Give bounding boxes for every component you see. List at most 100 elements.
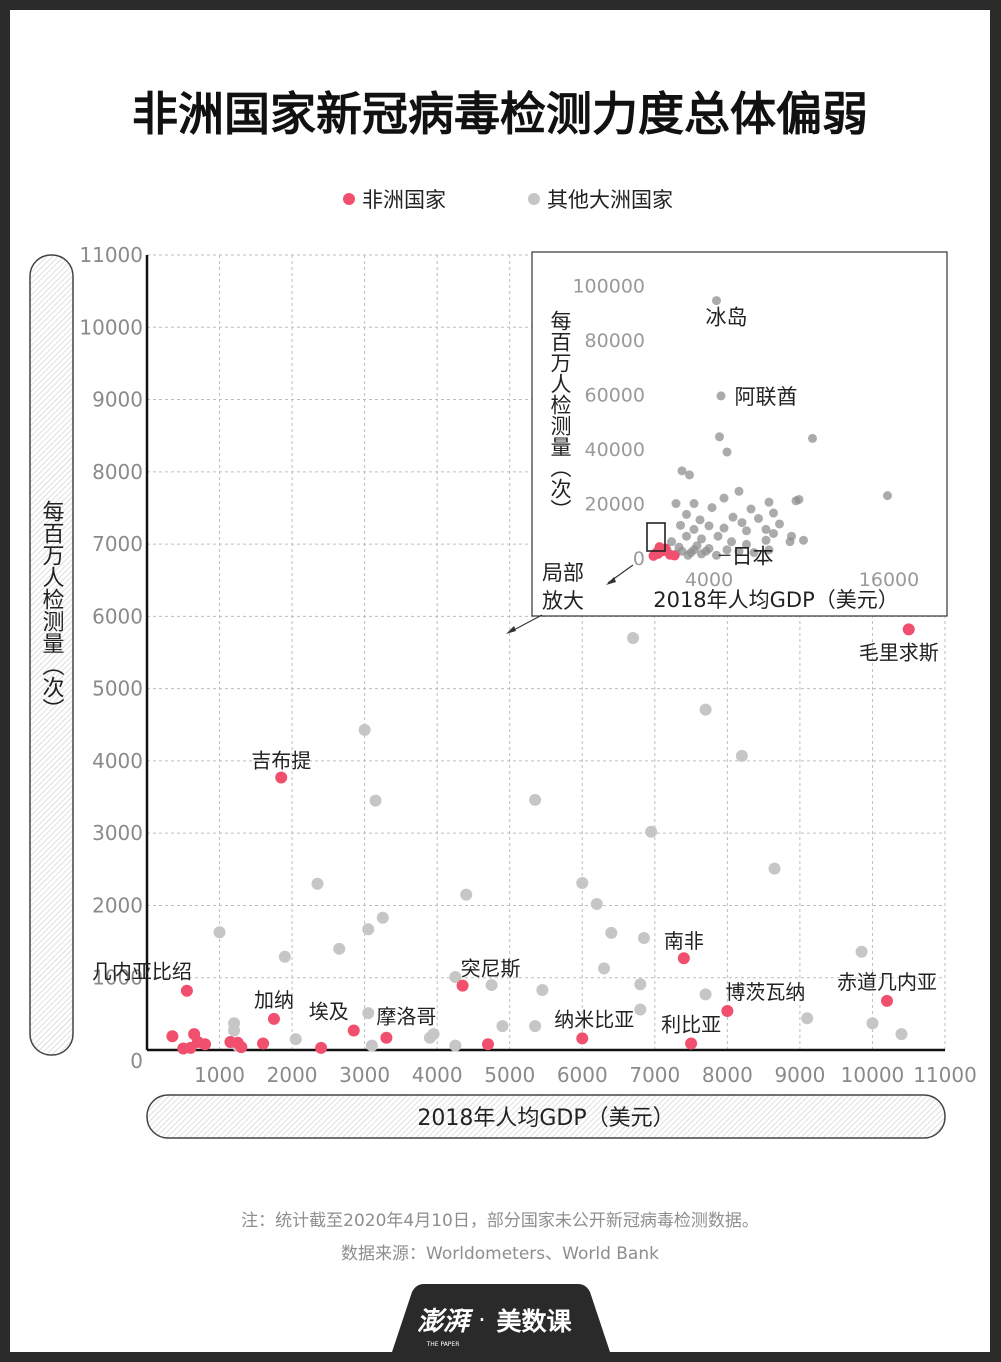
inset-other-point: [719, 523, 729, 533]
africa-point: [235, 1041, 248, 1054]
inset-chart: 每百万人检测量（次） 0 20000 40000 60000 80000 100000 40…: [531, 251, 948, 617]
y-tick-label: 11000: [79, 243, 143, 267]
other-country-point: [699, 703, 712, 716]
legend-label-others: 其他大洲国家: [547, 188, 673, 212]
other-country-point: [634, 978, 647, 991]
other-country-point: [536, 984, 549, 997]
other-country-point: [213, 926, 226, 939]
africa-point: [677, 952, 690, 965]
inset-other-point: [689, 499, 699, 509]
inset-africa-point: [651, 547, 662, 558]
x-tick-label: 4000: [412, 1063, 463, 1087]
point-label: 南非: [664, 929, 704, 953]
inset-scatter-points: [648, 296, 892, 561]
x-tick-label: 11000: [913, 1063, 977, 1087]
point-label: 几内亚比绍: [92, 960, 192, 984]
point-label: 纳米比亚: [554, 1007, 634, 1031]
inset-other-point: [749, 548, 759, 558]
chart-title: 非洲国家新冠病毒检测力度总体偏弱: [132, 87, 868, 141]
point-label: 加纳: [254, 988, 294, 1012]
inset-y-tick-label: 100000: [572, 276, 645, 298]
africa-point: [880, 994, 893, 1007]
other-country-point: [358, 723, 371, 736]
inset-other-point: [695, 515, 705, 525]
other-country-point: [449, 1039, 462, 1052]
inset-other-point: [697, 534, 706, 544]
inset-other-point: [769, 508, 778, 518]
inset-point-label: 冰岛: [706, 306, 748, 330]
y-tick-label: 3000: [92, 821, 143, 845]
other-country-point: [768, 862, 781, 875]
x-axis-label-pill: [146, 1094, 946, 1139]
y-tick-label: 2000: [92, 893, 143, 917]
inset-point-label: 阿联酋: [735, 385, 798, 409]
inset-other-point: [701, 546, 711, 556]
other-country-point: [333, 942, 346, 955]
y-tick-label: 9000: [92, 388, 143, 412]
brand-tab: [392, 1284, 610, 1352]
other-country-point: [427, 1028, 440, 1041]
africa-point: [721, 1004, 734, 1017]
main-tick-labels: 1000 2000 3000 4000 5000 6000 7000 8000 9000 1000…: [79, 243, 976, 1087]
inset-to-main-arrow: [509, 614, 543, 633]
y-tick-label: 1000: [92, 966, 143, 990]
inset-other-point: [734, 546, 744, 556]
x-tick-label: 10000: [841, 1063, 905, 1087]
x-tick-label: 2000: [267, 1063, 318, 1087]
inset-x-axis-label: 2018年人均GDP（美元）: [653, 588, 899, 612]
inset-other-point: [682, 509, 691, 519]
other-country-point: [866, 1017, 879, 1030]
africa-point: [576, 1032, 589, 1045]
x-tick-label: 8000: [702, 1063, 753, 1087]
inset-other-point: [715, 432, 724, 442]
y-tick-label: 7000: [92, 532, 143, 556]
y-tick-label: 5000: [92, 677, 143, 701]
point-label: 突尼斯: [461, 957, 521, 981]
point-label: 毛里求斯: [859, 640, 939, 664]
africa-point: [481, 1038, 494, 1051]
legend-label-africa: 非洲国家: [362, 188, 446, 212]
infographic-card: 非洲国家新冠病毒检测力度总体偏弱 非洲国家 其他大洲国家 每百万人检测量（次） …: [10, 10, 990, 1352]
africa-point: [456, 979, 469, 992]
legend: 非洲国家 其他大洲国家: [343, 188, 673, 212]
inset-y-tick-label: 80000: [585, 330, 645, 352]
x-tick-label: 6000: [557, 1063, 608, 1087]
x-tick-label: 5000: [484, 1063, 535, 1087]
inset-other-point: [707, 503, 717, 513]
legend-marker-others: [528, 193, 540, 205]
africa-point: [902, 623, 915, 636]
y-tick-label: 6000: [92, 604, 143, 628]
africa-point: [267, 1012, 280, 1025]
inset-other-point: [689, 524, 699, 534]
other-country-point: [376, 911, 389, 924]
other-country-point: [634, 1003, 647, 1016]
other-country-point: [460, 888, 473, 901]
inset-other-point: [764, 545, 774, 555]
inset-other-point: [676, 520, 685, 530]
inset-other-point: [764, 497, 774, 507]
africa-point: [347, 1024, 360, 1037]
inset-other-point: [742, 539, 751, 549]
x-tick-label: 9000: [774, 1063, 825, 1087]
inset-other-point: [689, 545, 699, 555]
x-tick-label: 7000: [629, 1063, 680, 1087]
inset-other-point: [728, 512, 738, 522]
inset-x-tick-label: 16000: [859, 569, 919, 591]
inset-other-point: [713, 531, 723, 541]
inset-y-tick-label: 0: [633, 548, 645, 570]
inset-other-point: [799, 535, 808, 545]
y-tick-label: 4000: [92, 749, 143, 773]
zoom-label-line2: 放大: [542, 589, 584, 613]
other-country-point: [496, 1020, 509, 1033]
africa-point: [199, 1038, 212, 1051]
inset-other-point: [883, 491, 892, 501]
other-country-point: [289, 1033, 302, 1046]
chart-canvas: 非洲国家新冠病毒检测力度总体偏弱 非洲国家 其他大洲国家 每百万人检测量（次） …: [29, 87, 977, 1352]
inset-other-point: [775, 519, 784, 529]
africa-point: [380, 1031, 393, 1044]
other-country-point: [529, 1020, 542, 1033]
footnote-source: 数据来源：Worldometers、World Bank: [341, 1244, 659, 1264]
other-country-point: [895, 1028, 908, 1041]
